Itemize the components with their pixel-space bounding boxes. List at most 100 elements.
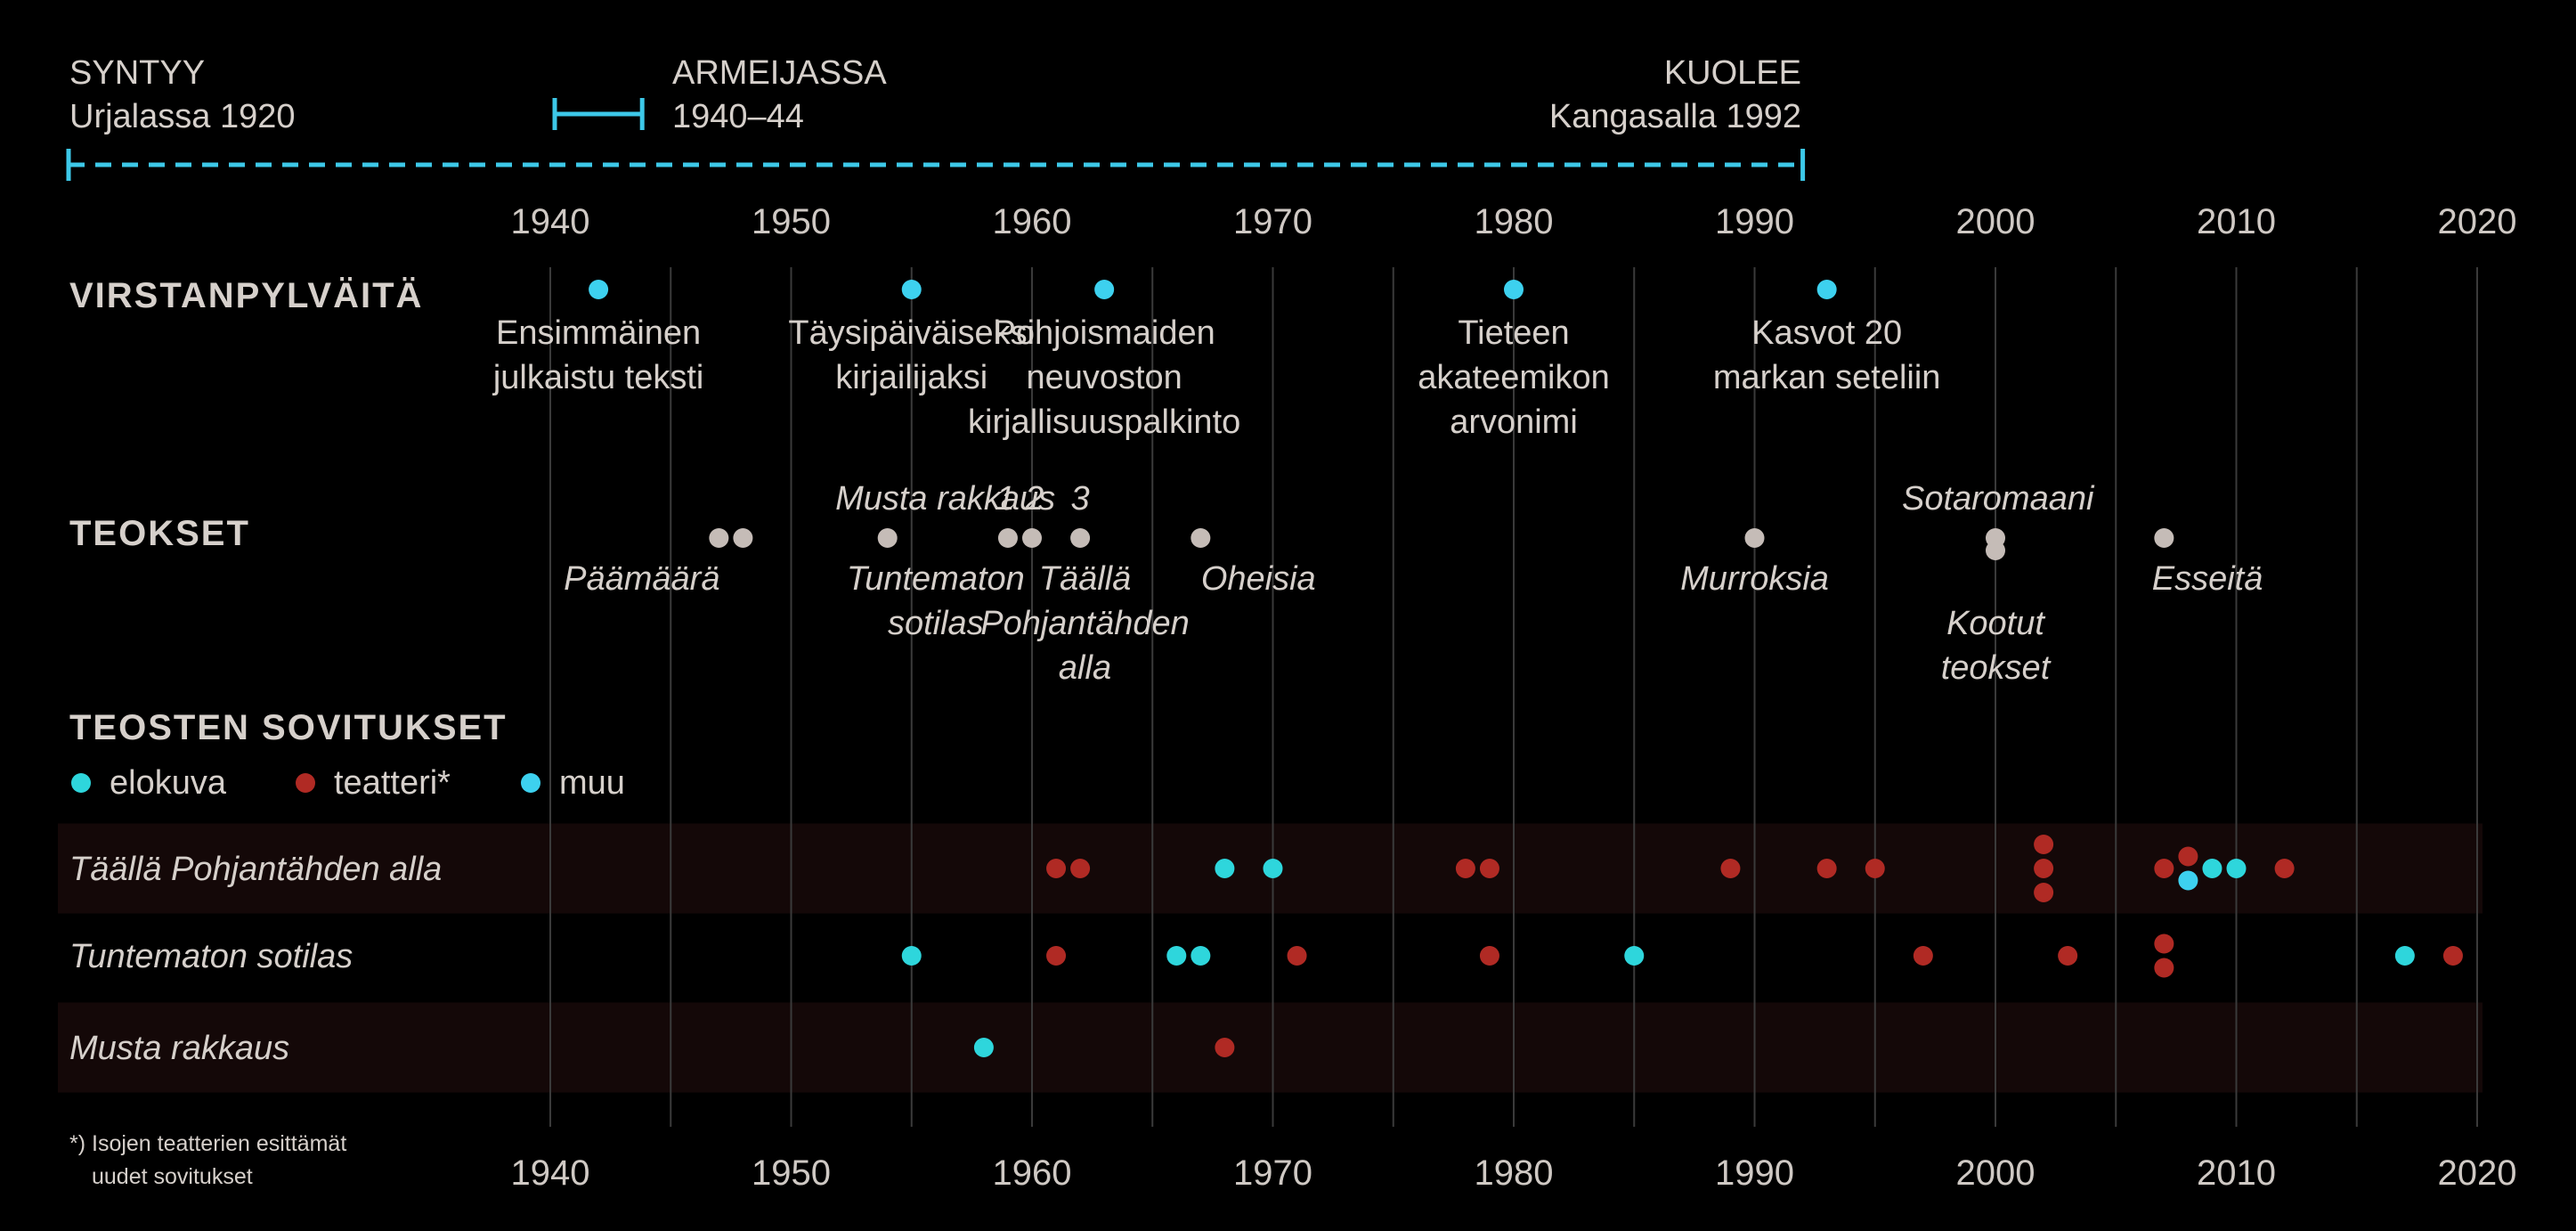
work-label-3: 2	[1024, 480, 1044, 518]
adaptation-dot-2-10	[2154, 933, 2174, 954]
tick-bottom-1950: 1950	[752, 1154, 831, 1193]
born-text: Urjalassa 1920	[69, 98, 295, 135]
row-label-3: Musta rakkaus	[69, 1030, 289, 1067]
tick-top-1970: 1970	[1233, 202, 1312, 241]
army-title: ARMEIJASSA	[672, 54, 887, 92]
milestone-label-3-3: kirjallisuuspalkinto	[968, 404, 1240, 441]
adaptation-dot-1-11	[2034, 859, 2054, 878]
tick-top-1960: 1960	[993, 202, 1072, 241]
year-gridlines	[549, 267, 2478, 1127]
milestone-label-4-1: Tieteen	[1458, 314, 1569, 352]
adaptation-dot-1-18	[2274, 859, 2295, 878]
born-title: SYNTYY	[69, 54, 205, 92]
adaptation-dot-2-13	[2442, 946, 2463, 966]
adaptation-dot-1-15	[2178, 870, 2198, 891]
adaptation-dot-2-6	[1479, 946, 1499, 966]
work-label-14: Kootut	[1946, 605, 2045, 642]
milestone-label-3-2: neuvoston	[1026, 359, 1182, 396]
tick-bottom-1990: 1990	[1715, 1154, 1794, 1193]
axis-ticks-bottom: 1940 1950 1960 1970 1980 1990 2000 2010 2020	[511, 1154, 2517, 1193]
row-label-2: Tuntematon sotilas	[69, 938, 353, 975]
work-dot-2	[733, 528, 753, 548]
milestone-label-1-2: julkaistu teksti	[492, 359, 704, 396]
tick-top-1980: 1980	[1475, 202, 1554, 241]
milestone-dot-3	[1094, 280, 1115, 299]
work-dot-3	[877, 528, 898, 548]
work-label-7: Tuntematon	[847, 560, 1025, 598]
works-title: TEOKSET	[69, 514, 250, 553]
adaptations-title: TEOSTEN SOVITUKSET	[69, 708, 508, 747]
work-label-6: Päämäärä	[564, 560, 719, 598]
work-dot-7	[1190, 528, 1211, 548]
adaptation-dot-1-12	[2034, 883, 2054, 902]
work-label-13: Murroksia	[1680, 560, 1829, 598]
adaptation-rows: Täällä Pohjantähden alla Tuntematon sotil…	[69, 835, 2463, 1067]
milestone-label-2-2: kirjailijaksi	[835, 359, 987, 396]
milestone-label-4-3: arvonimi	[1450, 404, 1578, 441]
milestone-label-3-1: Pohjoismaiden	[994, 314, 1215, 352]
adaptation-dot-1-17	[2226, 859, 2247, 878]
adaptation-dot-2-11	[2154, 958, 2174, 978]
milestone-label-5-2: markan seteliin	[1713, 359, 1941, 396]
work-dot-11	[2154, 528, 2174, 548]
legend-elokuva-label: elokuva	[110, 764, 227, 802]
adaptation-dot-2-9	[2058, 946, 2078, 966]
tick-bottom-1980: 1980	[1475, 1154, 1554, 1193]
tick-top-2010: 2010	[2197, 202, 2276, 241]
adaptation-dot-1-1	[1046, 859, 1067, 878]
work-dot-6	[1070, 528, 1091, 548]
legend-elokuva-dot	[71, 773, 91, 793]
adaptation-dot-1-7	[1720, 859, 1741, 878]
adaptation-dot-1-3	[1215, 859, 1235, 878]
row-band-3	[58, 1002, 2483, 1093]
tick-top-1950: 1950	[752, 202, 831, 241]
milestone-label-4-2: akateemikon	[1418, 359, 1609, 396]
adaptation-dot-2-2	[1046, 946, 1067, 966]
adaptation-dot-1-9	[1865, 859, 1885, 878]
milestone-dot-2	[901, 280, 922, 299]
footnote-line-1: *) Isojen teatterien esittämät	[69, 1131, 346, 1156]
row-bands	[58, 823, 2483, 1093]
work-label-15: teokset	[1941, 649, 2052, 687]
adaptation-dot-1-6	[1479, 859, 1499, 878]
work-dot-1	[709, 528, 729, 548]
work-label-5: Sotaromaani	[1902, 480, 2095, 518]
milestones-title: VIRSTANPYLVÄITÄ	[69, 276, 423, 315]
tick-bottom-2020: 2020	[2438, 1154, 2517, 1193]
tick-bottom-2000: 2000	[1956, 1154, 2036, 1193]
work-dot-10	[1986, 541, 2005, 560]
work-label-12: Oheisia	[1201, 560, 1316, 598]
adaptation-dot-1-5	[1455, 859, 1475, 878]
milestone-dot-1	[589, 280, 609, 299]
tick-bottom-2010: 2010	[2197, 1154, 2276, 1193]
adaptation-dot-1-2	[1070, 859, 1091, 878]
work-label-2: 1	[996, 480, 1015, 518]
lifeline: SYNTYY Urjalassa 1920 ARMEIJASSA 1940–44…	[66, 54, 1806, 181]
died-text: Kangasalla 1992	[1549, 98, 1801, 135]
milestones: Ensimmäinen julkaistu teksti Täysipäiväise…	[492, 280, 1941, 441]
adaptation-dot-1-8	[1816, 859, 1837, 878]
adaptation-dot-2-4	[1190, 946, 1211, 966]
tick-top-2000: 2000	[1956, 202, 2036, 241]
adaptation-dot-1-13	[2154, 859, 2174, 878]
adaptation-dot-1-10	[2034, 835, 2054, 854]
work-label-16: Esseitä	[2152, 560, 2263, 598]
adaptation-dot-1-4	[1263, 859, 1283, 878]
adaptation-dot-2-5	[1287, 946, 1307, 966]
legend-muu-label: muu	[559, 764, 625, 802]
tick-bottom-1970: 1970	[1233, 1154, 1312, 1193]
work-dot-8	[1744, 528, 1765, 548]
adaptation-dot-1-16	[2202, 859, 2223, 878]
work-dot-4	[997, 528, 1018, 548]
work-dot-5	[1022, 528, 1042, 548]
adaptation-dot-2-7	[1624, 946, 1645, 966]
work-label-9: Täällä	[1039, 560, 1132, 598]
adaptation-dot-3-1	[973, 1038, 994, 1057]
work-label-4: 3	[1071, 480, 1090, 518]
work-label-11: alla	[1059, 649, 1111, 687]
army-text: 1940–44	[672, 98, 804, 135]
adaptation-dot-2-3	[1166, 946, 1187, 966]
milestone-label-1-1: Ensimmäinen	[496, 314, 701, 352]
died-title: KUOLEE	[1664, 54, 1801, 92]
tick-top-1940: 1940	[511, 202, 590, 241]
